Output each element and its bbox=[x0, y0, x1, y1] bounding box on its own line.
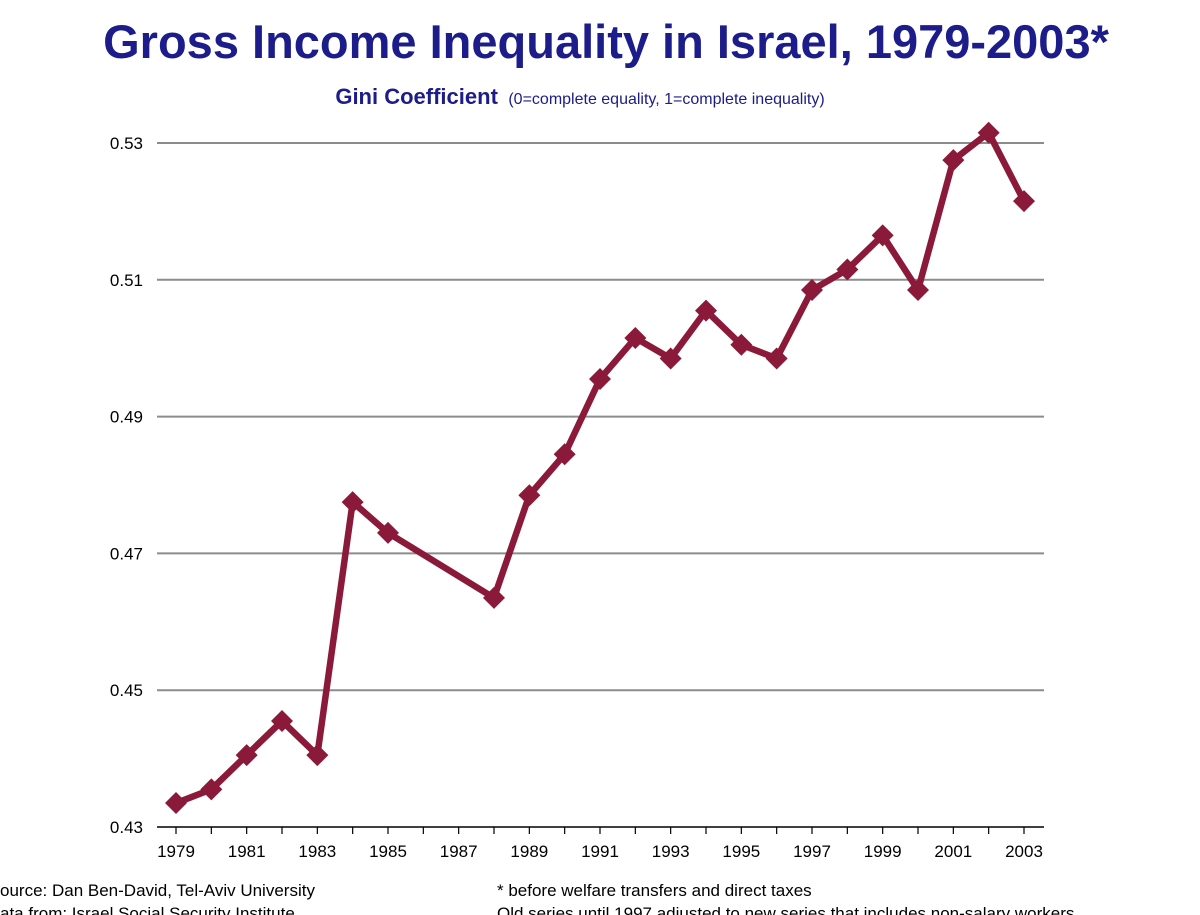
data-point bbox=[695, 299, 717, 322]
data-point bbox=[165, 792, 187, 815]
x-tick-label: 1999 bbox=[864, 842, 902, 861]
x-tick-label: 2001 bbox=[934, 842, 972, 861]
y-tick-label: 0.53 bbox=[110, 134, 143, 153]
y-tick-label: 0.43 bbox=[110, 818, 143, 837]
x-tick-label: 1997 bbox=[793, 842, 831, 861]
data-point bbox=[200, 778, 223, 801]
x-tick-label: 2003 bbox=[1005, 842, 1043, 861]
x-tick-label: 1989 bbox=[510, 842, 548, 861]
gridlines bbox=[157, 142, 1044, 692]
data-point bbox=[377, 521, 399, 544]
y-tick-label: 0.47 bbox=[110, 544, 143, 563]
chart-title: Gross Income Inequality in Israel, 1979-… bbox=[103, 15, 1109, 68]
x-tick-label: 1981 bbox=[228, 842, 266, 861]
data-point bbox=[836, 258, 859, 281]
x-tick-label: 1993 bbox=[652, 842, 690, 861]
data-point bbox=[730, 333, 753, 356]
y-tick-label: 0.51 bbox=[110, 271, 143, 290]
data-point bbox=[871, 224, 894, 247]
data-source-text: ata from: Israel Social Security Institu… bbox=[0, 904, 295, 915]
data-point bbox=[483, 586, 505, 609]
data-point bbox=[942, 149, 965, 172]
data-point bbox=[518, 484, 541, 507]
series-layer bbox=[165, 121, 1035, 815]
data-point bbox=[977, 121, 1000, 144]
x-tick-label: 1985 bbox=[369, 842, 407, 861]
data-point bbox=[659, 347, 682, 370]
data-point bbox=[589, 367, 611, 390]
x-tick-label: 1983 bbox=[298, 842, 336, 861]
data-point bbox=[1013, 190, 1035, 213]
y-tick-label: 0.49 bbox=[110, 408, 143, 427]
data-point bbox=[553, 443, 576, 466]
series-note-text: Old series until 1997 adjusted to new se… bbox=[497, 904, 1074, 915]
x-tick-label: 1995 bbox=[722, 842, 760, 861]
axes: 0.43 0.45 0.47 0.49 0.51 0.53 1979 1981 1983 1985… bbox=[110, 134, 1044, 861]
data-point bbox=[907, 279, 929, 302]
data-point bbox=[235, 744, 258, 767]
data-point bbox=[341, 491, 364, 514]
x-tick-label: 1987 bbox=[440, 842, 478, 861]
subtitle-note: (0=complete equality, 1=complete inequal… bbox=[508, 91, 824, 108]
series-line bbox=[174, 129, 1027, 807]
y-tick-label: 0.45 bbox=[110, 681, 143, 700]
chart-subtitle: Gini Coefficient (0=complete equality, 1… bbox=[335, 84, 824, 109]
source-text: ource: Dan Ben-David, Tel-Aviv Universit… bbox=[0, 881, 315, 900]
data-point bbox=[765, 347, 788, 370]
subtitle-main: Gini Coefficient bbox=[335, 84, 498, 109]
x-tick-label: 1979 bbox=[157, 842, 195, 861]
footer: ource: Dan Ben-David, Tel-Aviv Universit… bbox=[0, 881, 1074, 915]
data-point bbox=[801, 279, 823, 302]
data-point bbox=[271, 709, 293, 732]
data-point bbox=[624, 326, 647, 349]
x-tick-label: 1991 bbox=[581, 842, 619, 861]
footnote-text: * before welfare transfers and direct ta… bbox=[497, 881, 812, 900]
data-point bbox=[306, 744, 329, 767]
